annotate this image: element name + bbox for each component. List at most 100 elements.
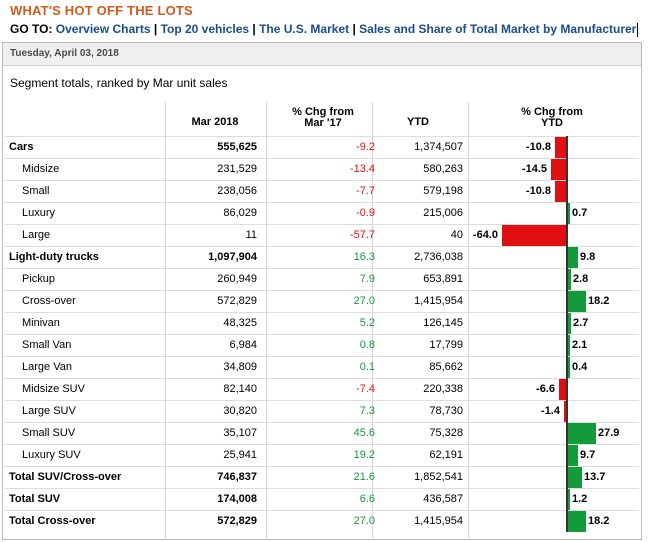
ytd-chg-bar — [568, 511, 586, 532]
segment-name: Small — [22, 185, 50, 197]
ytd-sales: 1,415,954 — [414, 515, 463, 527]
link-overview-charts[interactable]: Overview Charts — [55, 22, 151, 36]
ytd-chg-value: 9.8 — [580, 251, 596, 263]
ytd-chg-value: 1.2 — [572, 493, 588, 505]
col-header-ytdchg-line2: YTD — [541, 117, 563, 129]
segment-name: Minivan — [22, 317, 60, 329]
ytd-sales: 1,852,541 — [414, 471, 463, 483]
segment-name: Small SUV — [22, 427, 76, 439]
pct-chg-mar: 7.9 — [359, 273, 375, 285]
table-row: Pickup 260,949 7.9 653,891 2.8 — [5, 268, 639, 290]
mar-sales: 238,056 — [217, 185, 257, 197]
table-row: Midsize SUV 82,140 -7.4 220,338 -6.6 — [5, 378, 639, 400]
mar-sales: 82,140 — [223, 383, 257, 395]
ytd-chg-value: -6.6 — [536, 383, 555, 395]
ytd-chg-value: -10.8 — [525, 185, 551, 197]
segment-name: Large Van — [22, 361, 72, 373]
ytd-sales: 62,191 — [429, 449, 463, 461]
mar-sales: 572,829 — [217, 295, 257, 307]
pct-chg-mar: 16.3 — [353, 251, 375, 263]
mar-sales: 35,107 — [223, 427, 257, 439]
date-band — [3, 43, 641, 66]
ytd-chg-value: -1.4 — [541, 405, 560, 417]
segment-name: Cross-over — [22, 295, 76, 307]
segment-name: Large SUV — [22, 405, 76, 417]
ytd-chg-value: 0.4 — [572, 361, 588, 373]
mar-sales: 231,529 — [217, 163, 257, 175]
col-header-mar: Mar 2018 — [191, 116, 239, 128]
ytd-sales: 220,338 — [423, 383, 463, 395]
ytd-chg-bar — [564, 401, 566, 422]
ytd-sales: 215,006 — [423, 207, 463, 219]
pct-chg-mar: 6.6 — [359, 493, 375, 505]
pct-chg-mar: 19.2 — [353, 449, 375, 461]
ytd-sales: 2,736,038 — [414, 251, 463, 263]
link-top-20-vehicles[interactable]: Top 20 vehicles — [160, 22, 250, 36]
ytd-sales: 436,587 — [423, 493, 463, 505]
table-row: Minivan 48,325 5.2 126,145 2.7 — [5, 312, 639, 334]
segment-name: Small Van — [22, 339, 72, 351]
segment-name: Cars — [9, 141, 34, 153]
link-us-market[interactable]: The U.S. Market — [259, 22, 350, 36]
ytd-chg-bar — [568, 269, 571, 290]
table-row: Small SUV 35,107 45.6 75,328 27.9 — [5, 422, 639, 444]
ytd-chg-bar — [555, 137, 566, 158]
segment-name: Pickup — [22, 273, 56, 285]
ytd-chg-value: 9.7 — [580, 449, 596, 461]
goto-nav: GO TO: Overview Charts | Top 20 vehicles… — [10, 22, 639, 37]
mar-sales: 555,625 — [217, 141, 257, 153]
goto-label: GO TO: — [10, 22, 53, 36]
pct-chg-mar: -13.4 — [349, 163, 375, 175]
segment-name: Total Cross-over — [9, 515, 96, 527]
ytd-chg-value: 2.1 — [572, 339, 588, 351]
column-divider — [266, 102, 267, 540]
segment-name: Luxury — [22, 207, 56, 219]
pct-chg-mar: -7.4 — [356, 383, 375, 395]
col-header-ytd: YTD — [407, 116, 429, 128]
table-row: Large SUV 30,820 7.3 78,730 -1.4 — [5, 400, 639, 422]
pct-chg-mar: 0.1 — [359, 361, 375, 373]
mar-sales: 746,837 — [217, 471, 257, 483]
table-row: Cars 555,625 -9.2 1,374,507 -10.8 — [5, 136, 639, 158]
ytd-chg-bar — [559, 379, 566, 400]
ytd-chg-bar — [568, 489, 570, 510]
ytd-chg-bar — [568, 467, 582, 488]
report-subtitle: Segment totals, ranked by Mar unit sales — [10, 76, 228, 90]
ytd-chg-zero-axis — [566, 136, 568, 532]
table-row: Total SUV 174,008 6.6 436,587 1.2 — [5, 488, 639, 510]
ytd-chg-value: 18.2 — [588, 515, 610, 527]
ytd-chg-value: 0.7 — [572, 207, 588, 219]
table-header: Mar 2018 % Chg from Mar '17 YTD % Chg fr… — [5, 102, 639, 136]
segment-name: Midsize — [22, 163, 60, 175]
segment-name: Midsize SUV — [22, 383, 85, 395]
ytd-chg-value: 2.7 — [573, 317, 589, 329]
pct-chg-mar: 27.0 — [353, 515, 375, 527]
mar-sales: 25,941 — [223, 449, 257, 461]
mar-sales: 572,829 — [217, 515, 257, 527]
ytd-chg-value: -10.8 — [525, 141, 551, 153]
ytd-sales: 1,374,507 — [414, 141, 463, 153]
pct-chg-mar: 5.2 — [359, 317, 375, 329]
pct-chg-mar: 21.6 — [353, 471, 375, 483]
mar-sales: 86,029 — [223, 207, 257, 219]
table-row: Total Cross-over 572,829 27.0 1,415,954 18.2 — [5, 510, 639, 532]
ytd-chg-bar — [568, 357, 570, 378]
column-divider — [468, 102, 469, 540]
ytd-sales: 75,328 — [429, 427, 463, 439]
mar-sales: 6,984 — [229, 339, 257, 351]
nav-separator: | — [252, 22, 256, 36]
segment-name: Total SUV — [9, 493, 61, 505]
mar-sales: 174,008 — [217, 493, 257, 505]
segment-name: Total SUV/Cross-over — [9, 471, 122, 483]
pct-chg-mar: 0.8 — [359, 339, 375, 351]
table-row: Luxury SUV 25,941 19.2 62,191 9.7 — [5, 444, 639, 466]
pct-chg-mar: 7.3 — [359, 405, 375, 417]
ytd-sales: 653,891 — [423, 273, 463, 285]
ytd-chg-bar — [551, 159, 566, 180]
ytd-sales: 579,198 — [423, 185, 463, 197]
table-row: Large 11 -57.7 40 -64.0 — [5, 224, 639, 246]
link-sales-share-by-manufacturer[interactable]: Sales and Share of Total Market by Manuf… — [359, 22, 637, 36]
mar-sales: 30,820 — [223, 405, 257, 417]
col-header-chg-line1: % Chg from — [292, 106, 354, 118]
mar-sales: 11 — [245, 229, 257, 241]
